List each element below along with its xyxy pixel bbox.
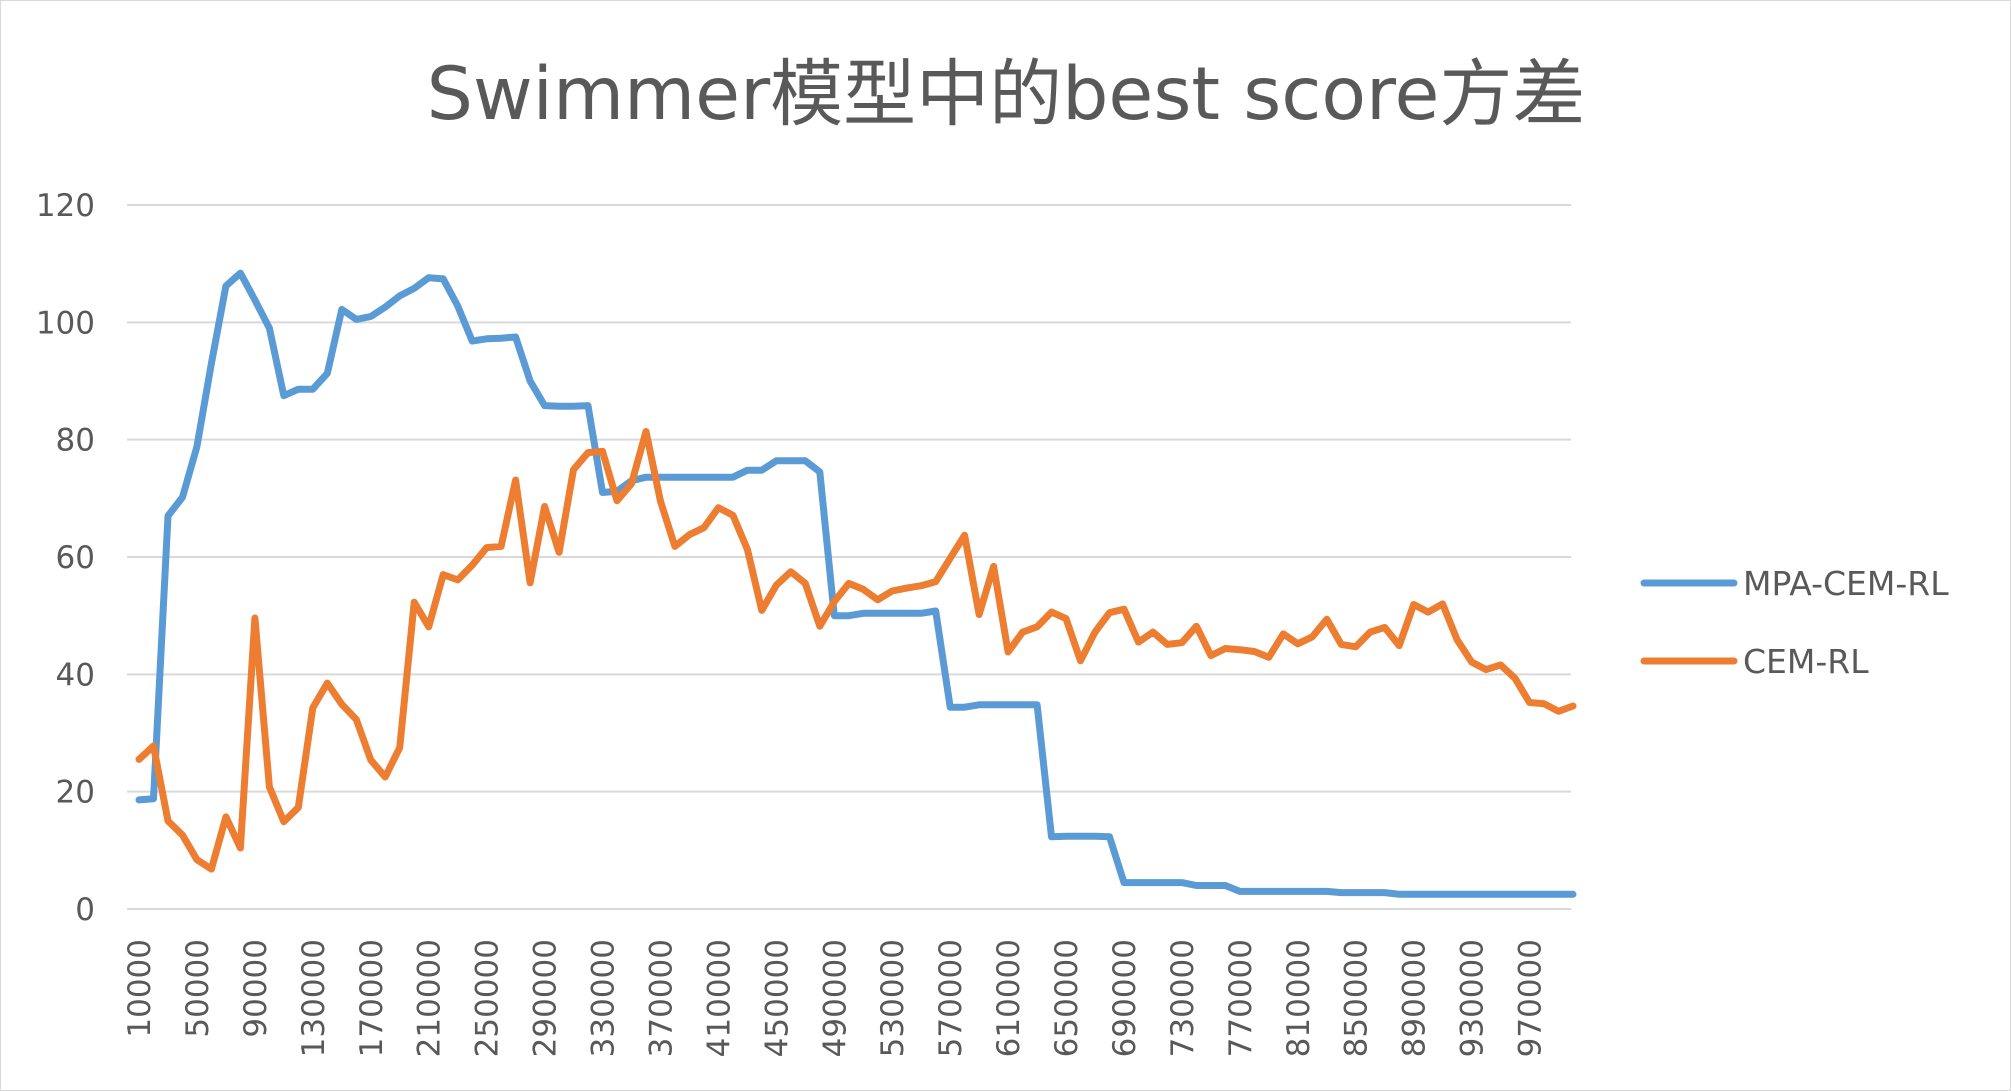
series-line-cem-rl	[135, 428, 1577, 873]
x-tick-label: 450000	[759, 939, 795, 1057]
x-axis-tick-labels: 10000 50000 90000 130000 170000 210000 250000 2…	[122, 939, 1549, 1057]
x-tick-label: 850000	[1339, 939, 1375, 1057]
x-tick-label: 970000	[1513, 939, 1549, 1057]
x-tick-label: 330000	[586, 939, 622, 1057]
legend: MPA-CEM-RL CEM-RL	[1640, 564, 1949, 681]
x-tick-label: 570000	[933, 939, 969, 1057]
x-tick-label: 50000	[180, 939, 216, 1038]
chart-title: Swimmer模型中的best score方差	[427, 52, 1586, 137]
x-tick-label: 290000	[528, 939, 564, 1057]
y-tick-label: 80	[56, 423, 95, 459]
x-tick-label: 130000	[296, 939, 332, 1057]
x-tick-label: 770000	[1223, 939, 1259, 1057]
x-tick-label: 890000	[1397, 939, 1433, 1057]
x-tick-label: 930000	[1455, 939, 1491, 1057]
y-tick-label: 100	[36, 305, 95, 341]
legend-label-mpa-cem-rl: MPA-CEM-RL	[1743, 564, 1949, 603]
x-tick-label: 530000	[875, 939, 911, 1057]
y-tick-label: 20	[56, 775, 95, 811]
y-tick-label: 120	[36, 188, 95, 224]
y-tick-label: 60	[56, 540, 95, 576]
x-tick-label: 10000	[122, 939, 158, 1038]
y-tick-label: 40	[56, 657, 95, 693]
x-tick-label: 90000	[238, 939, 274, 1038]
x-tick-label: 370000	[643, 939, 679, 1057]
x-tick-label: 170000	[354, 939, 390, 1057]
x-tick-label: 690000	[1107, 939, 1143, 1057]
x-tick-label: 730000	[1165, 939, 1201, 1057]
y-axis-tick-labels: 0 20 40 60 80 100 120	[36, 188, 95, 928]
x-tick-label: 650000	[1049, 939, 1085, 1057]
x-tick-label: 610000	[991, 939, 1027, 1057]
legend-label-cem-rl: CEM-RL	[1743, 642, 1869, 681]
x-tick-label: 490000	[817, 939, 853, 1057]
x-tick-label: 410000	[701, 939, 737, 1057]
x-tick-label: 810000	[1281, 939, 1317, 1057]
x-tick-label: 250000	[470, 939, 506, 1057]
series-lines	[135, 269, 1577, 898]
grid-lines	[127, 204, 1571, 910]
x-tick-label: 210000	[412, 939, 448, 1057]
y-tick-label: 0	[75, 892, 95, 928]
series-line-mpa-cem-rl	[135, 269, 1577, 898]
